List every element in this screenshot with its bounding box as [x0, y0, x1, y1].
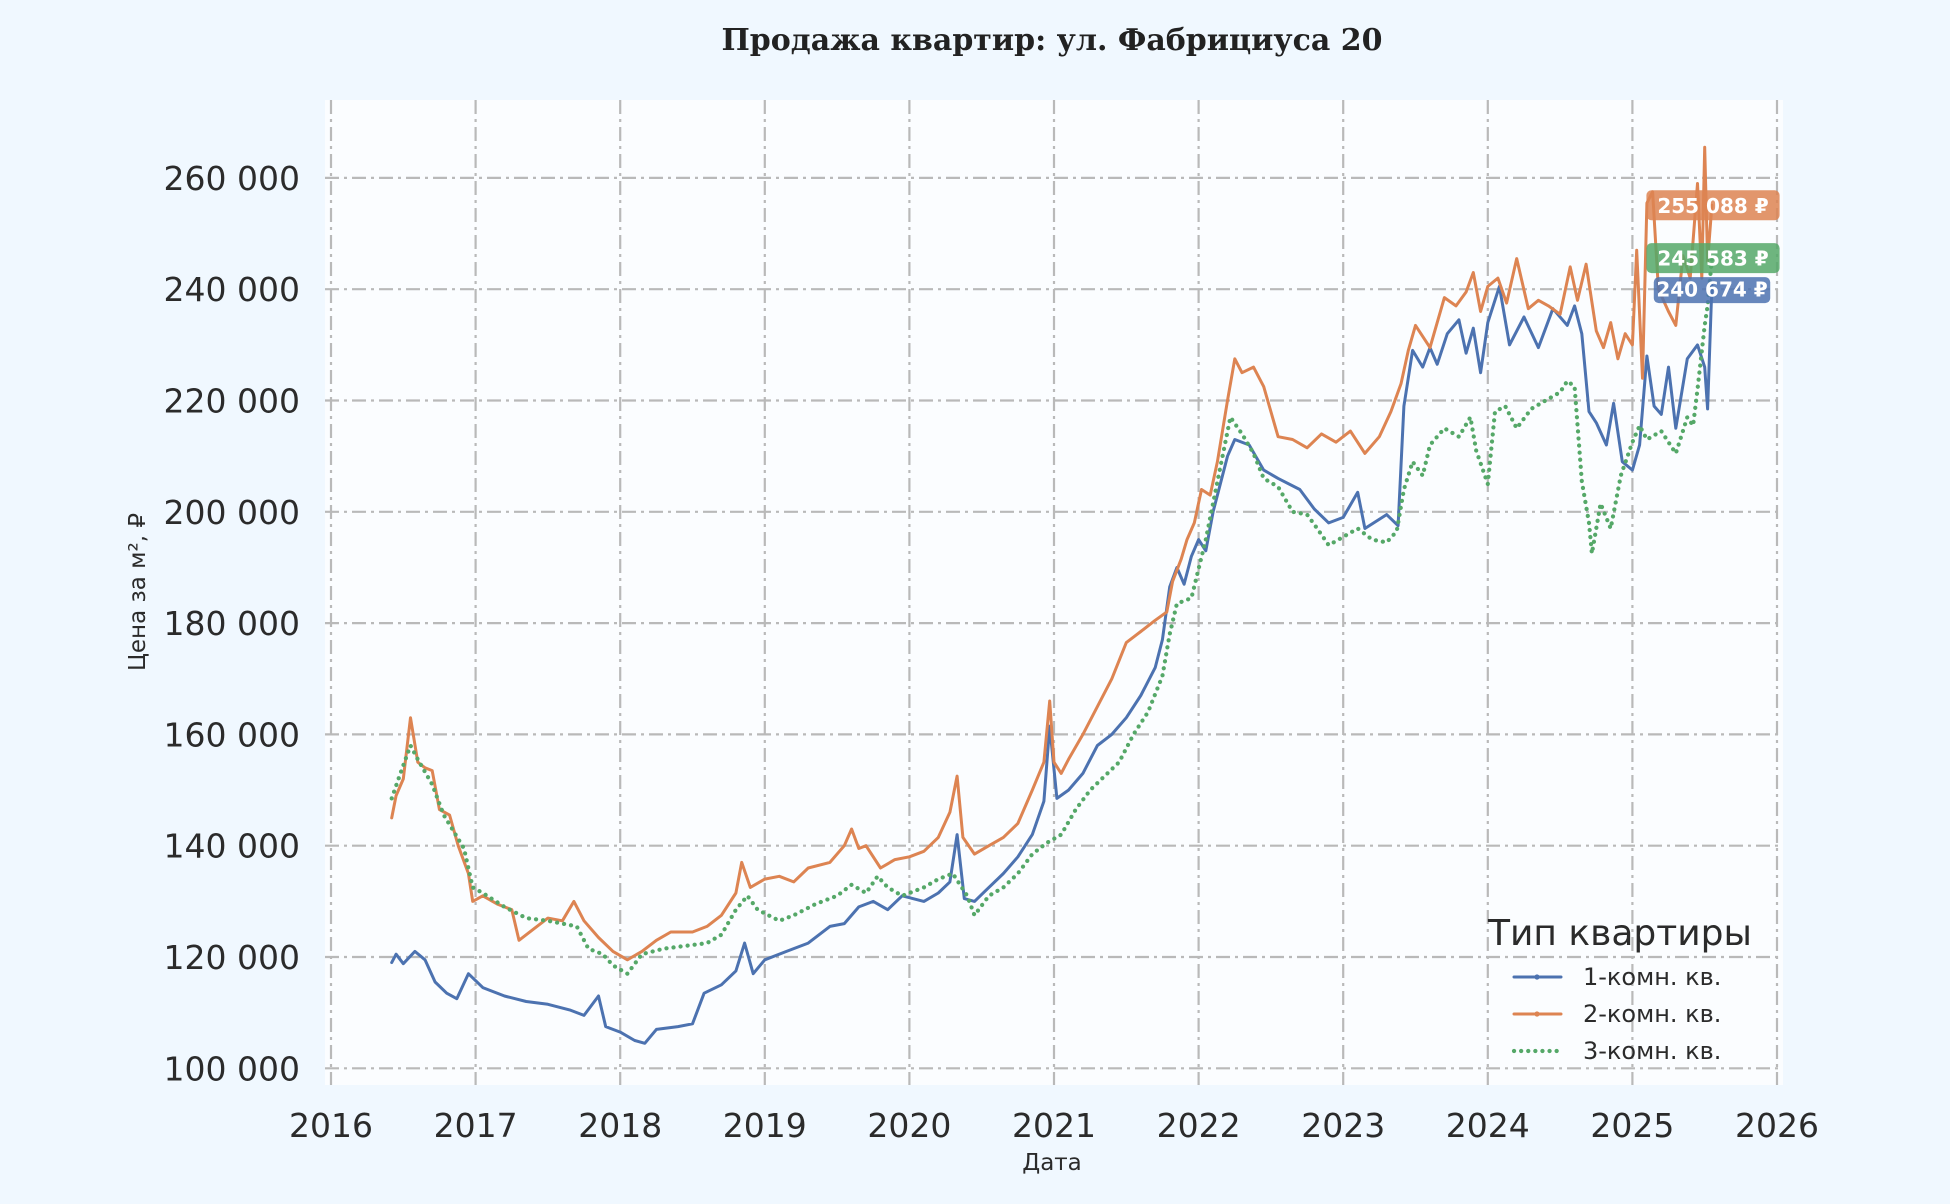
x-axis-label: Дата: [1022, 1150, 1082, 1176]
series-line-1: [390, 284, 1714, 1045]
chart-title: Продажа квартир: ул. Фабрициуса 20: [721, 23, 1382, 58]
grid: [325, 100, 1783, 1085]
x-tick-label: 2022: [1157, 1106, 1241, 1145]
y-tick-label: 100 000: [164, 1049, 300, 1088]
y-tick-label: 140 000: [164, 827, 300, 866]
legend-item-2: 2-комн. кв.: [1512, 1000, 1721, 1028]
x-tick-label: 2025: [1590, 1106, 1674, 1145]
y-axis-label: Цена за м², ₽: [125, 513, 151, 671]
end-label-badge: [1653, 277, 1771, 304]
x-tick-label: 2019: [723, 1106, 807, 1145]
x-tick-label: 2020: [867, 1106, 951, 1145]
y-tick-label: 180 000: [164, 604, 300, 643]
x-tick-label: 2017: [434, 1106, 518, 1145]
end-label-text: 240 674 ₽: [1656, 278, 1767, 302]
y-tick-label: 200 000: [164, 493, 300, 532]
end-label-text: 245 583 ₽: [1657, 247, 1768, 271]
series-lines: [389, 145, 1714, 1045]
series-line-2: [390, 145, 1714, 962]
x-tick-label: 2021: [1012, 1106, 1096, 1145]
end-value-labels: 255 088 ₽ 245 583 ₽ 240 674 ₽: [1646, 190, 1780, 304]
legend-label: 3-комн. кв.: [1583, 1037, 1721, 1065]
y-tick-label: 120 000: [164, 938, 300, 977]
x-tick-label: 2024: [1446, 1106, 1530, 1145]
x-tick-label: 2016: [289, 1106, 373, 1145]
end-label-badge: [1646, 190, 1780, 221]
x-tick-label: 2018: [578, 1106, 662, 1145]
legend-marker: [1534, 1011, 1540, 1017]
x-tick-label: 2026: [1735, 1106, 1819, 1145]
legend-label: 2-комн. кв.: [1583, 1000, 1721, 1028]
y-tick-label: 220 000: [164, 382, 300, 421]
legend-marker: [1534, 974, 1540, 980]
legend-item-3: 3-комн. кв.: [1511, 1037, 1721, 1065]
legend-title: Тип квартиры: [1487, 913, 1752, 954]
y-tick-label: 260 000: [164, 159, 300, 198]
y-tick-label: 160 000: [164, 715, 300, 754]
series-line-3: [389, 256, 1714, 976]
end-label-3: 245 583 ₽: [1646, 243, 1780, 274]
legend-items: 1-комн. кв. 2-комн. кв. 3-комн. кв.: [1511, 963, 1721, 1065]
end-label-2: 255 088 ₽: [1646, 190, 1780, 221]
legend-label: 1-комн. кв.: [1583, 963, 1721, 991]
end-label-1: 240 674 ₽: [1653, 277, 1771, 304]
x-tick-label: 2023: [1301, 1106, 1385, 1145]
end-label-text: 255 088 ₽: [1657, 194, 1768, 218]
legend-item-1: 1-комн. кв.: [1512, 963, 1721, 991]
y-tick-label: 240 000: [164, 270, 300, 309]
legend: Тип квартиры 1-комн. кв. 2-комн. кв. 3-ком…: [1487, 913, 1752, 1065]
tick-labels: 2016 2017 2018 2019 2020 2021 2022 2023 2024 2025…: [164, 159, 1819, 1145]
end-label-badge: [1646, 243, 1780, 274]
